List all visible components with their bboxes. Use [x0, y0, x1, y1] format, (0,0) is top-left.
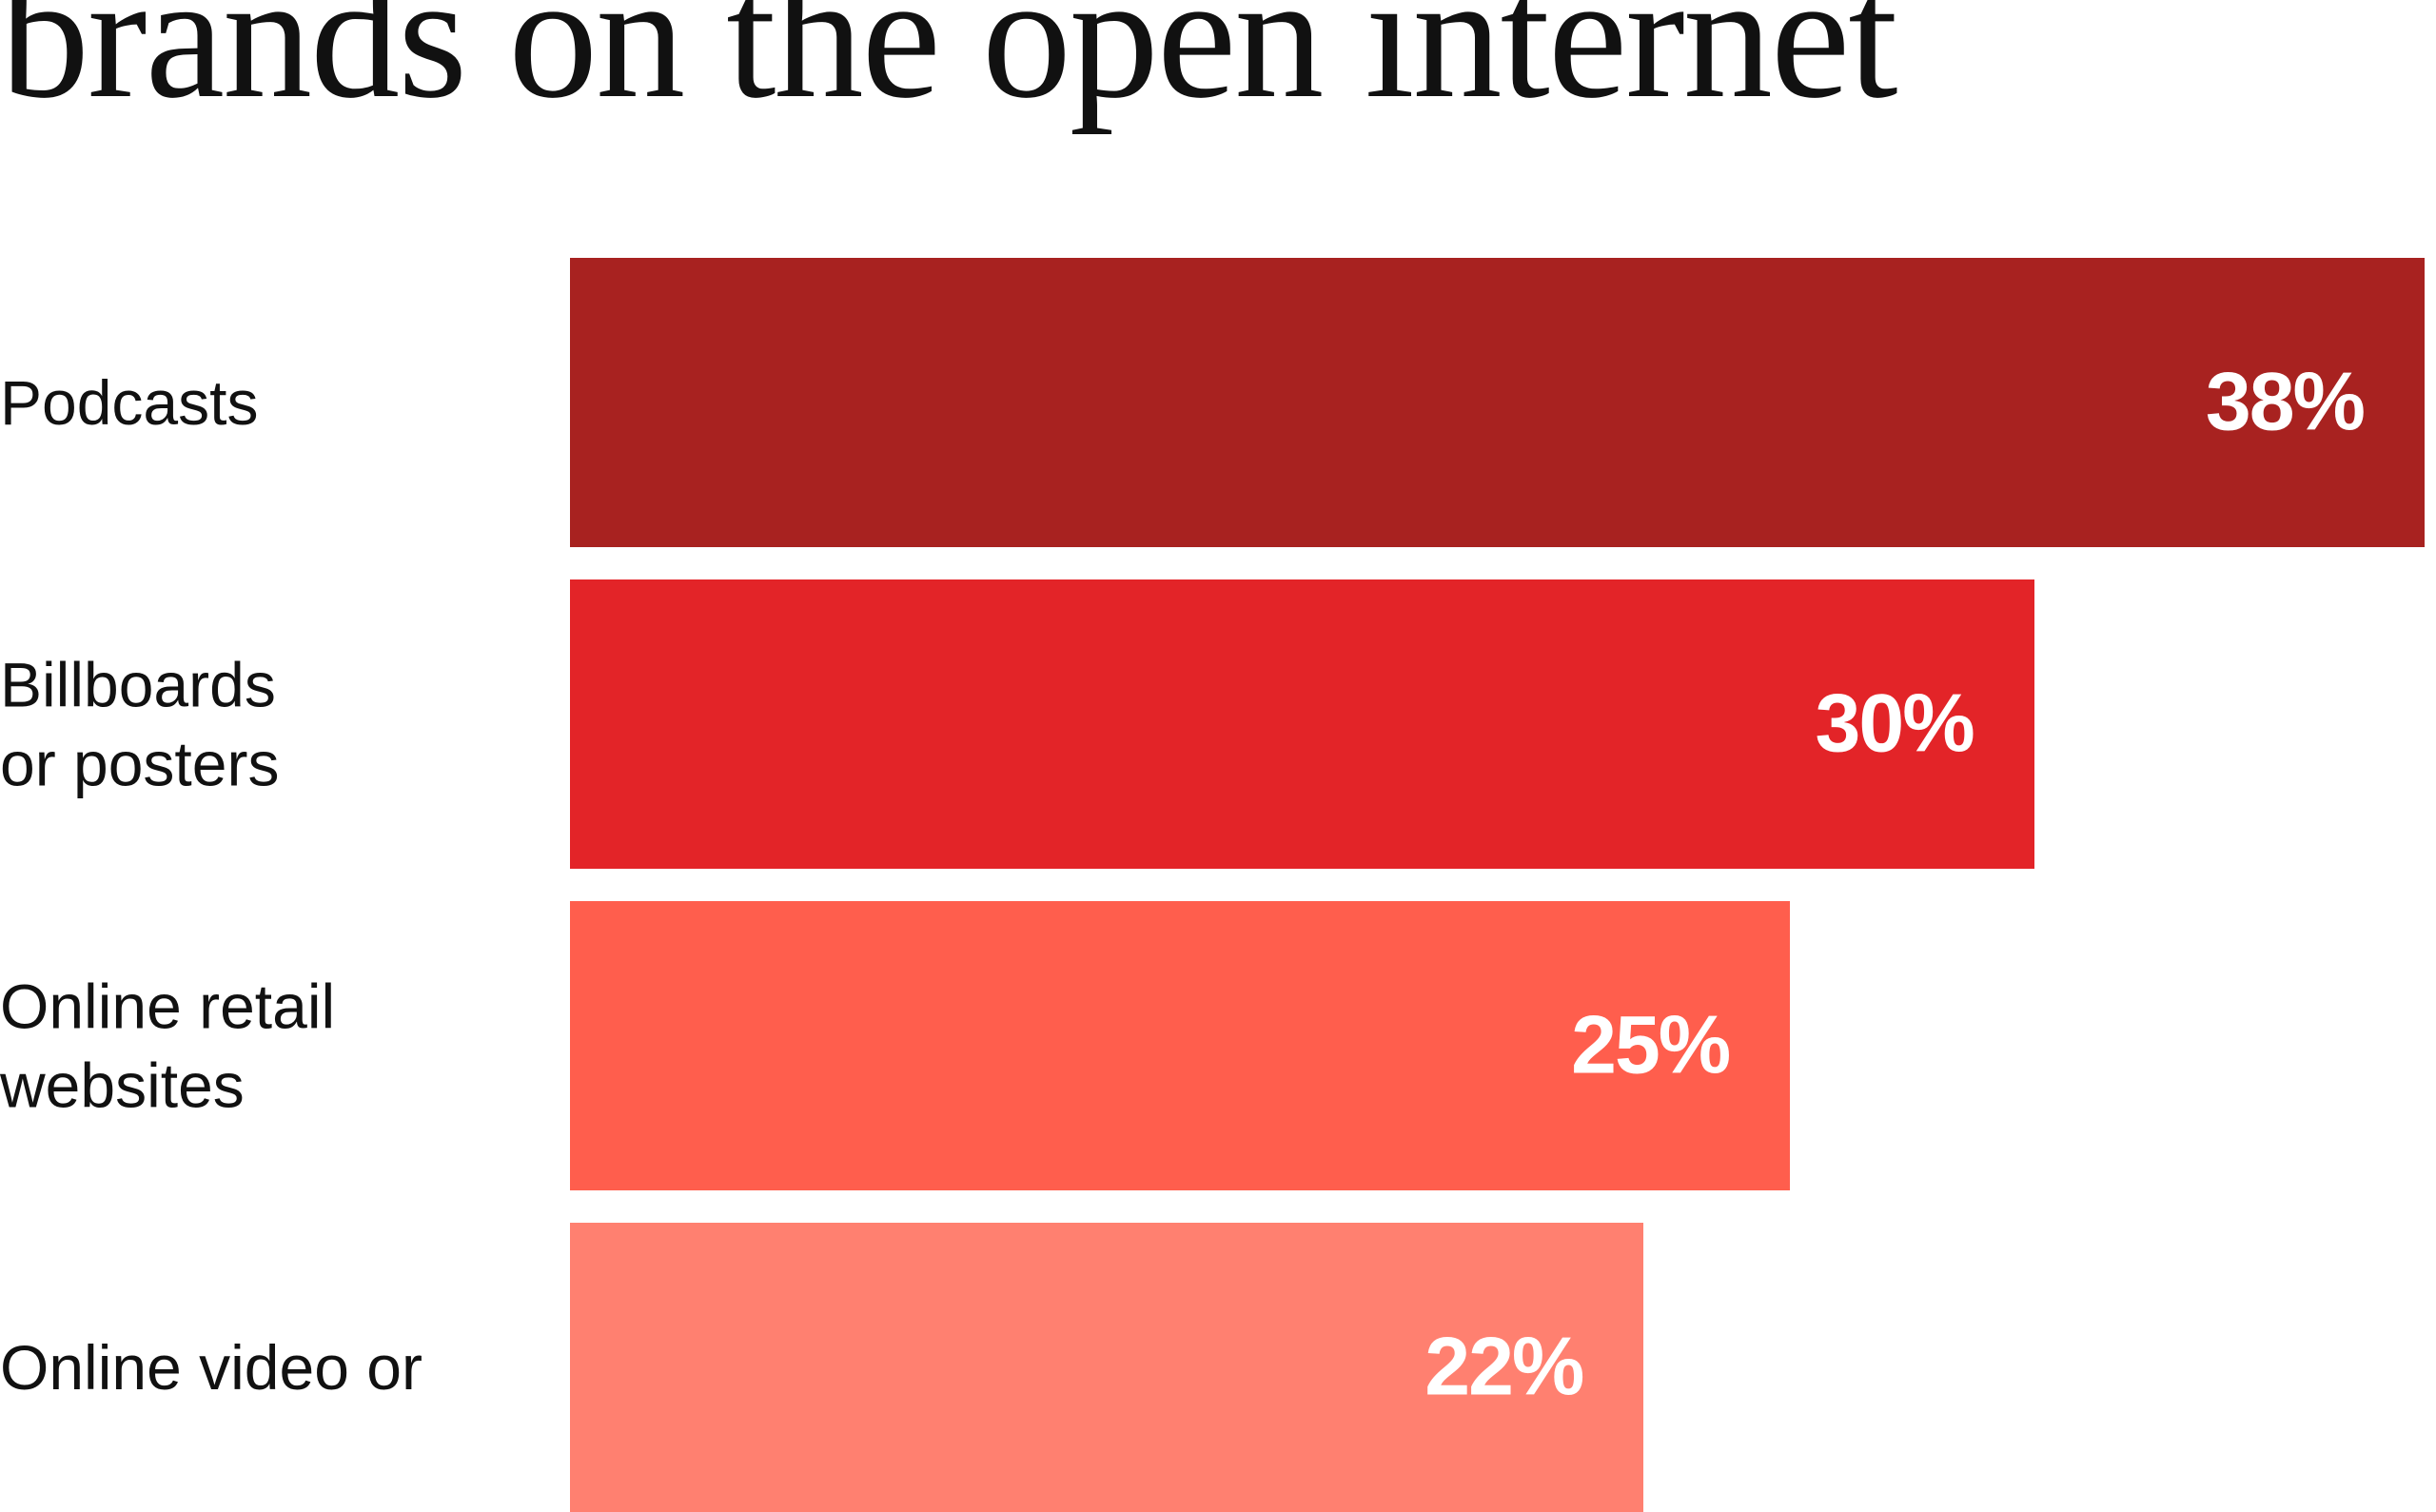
category-label: Online video or: [0, 1331, 422, 1403]
value-label: 38%: [2205, 356, 2366, 448]
chart-title: brands on the open internet: [0, 0, 1898, 135]
value-label: 22%: [1424, 1321, 1584, 1413]
category-label: Billboards or posters: [0, 649, 280, 799]
value-label: 25%: [1571, 999, 1731, 1091]
bar: [570, 258, 2425, 547]
bar: [570, 901, 1791, 1190]
category-label: Online retail websites: [0, 971, 336, 1121]
bar: [570, 579, 2034, 869]
value-label: 30%: [1815, 677, 1975, 770]
category-label: Podcasts: [0, 366, 259, 438]
